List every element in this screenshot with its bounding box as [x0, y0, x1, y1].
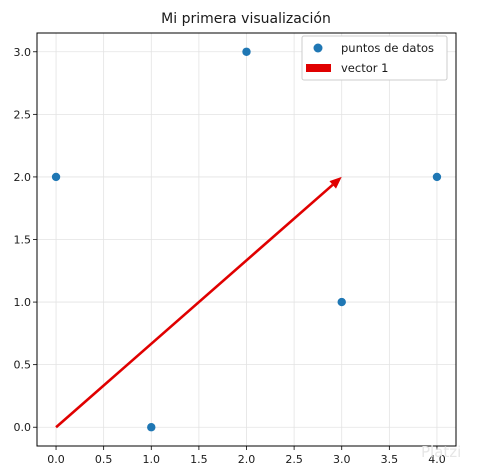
grid-lines: [37, 33, 456, 446]
data-point-0: [51, 172, 61, 182]
y-tick-label-2: 1.0: [14, 296, 32, 309]
x-tick-label-5: 2.5: [285, 453, 303, 466]
watermark-text: Platzi: [421, 443, 461, 461]
legend-marker-scatter: [313, 43, 323, 53]
watermark: Platzi: [421, 443, 461, 461]
legend-label-scatter: puntos de datos: [341, 41, 434, 55]
x-tick-label-7: 3.5: [381, 453, 399, 466]
x-tick-label-6: 3.0: [333, 453, 351, 466]
x-tick-label-0: 0.0: [47, 453, 65, 466]
x-tick-label-3: 1.5: [190, 453, 208, 466]
data-point-1: [147, 423, 156, 432]
axis-ticks: 0.0 0.5 1.0 1.5 2.0 2.5 3.0 3.5 4.0 0.0 0.5 1.0 1.5 2…: [14, 46, 446, 466]
legend-label-vector: vector 1: [341, 61, 388, 75]
y-tick-label-0: 0.0: [14, 421, 32, 434]
y-tick-label-5: 2.5: [14, 108, 32, 121]
data-point-4: [432, 172, 442, 182]
y-tick-label-6: 3.0: [14, 46, 32, 59]
legend-box: [301, 35, 448, 81]
x-tick-label-8: 4.0: [428, 453, 446, 466]
y-tick-label-3: 1.5: [14, 234, 32, 247]
vector-1-head: [329, 176, 342, 189]
data-point-3: [337, 297, 346, 307]
x-tick-label-1: 0.5: [95, 453, 113, 466]
y-tick-label-4: 2.0: [14, 171, 32, 184]
y-tick-label-1: 0.5: [14, 359, 32, 372]
legend: puntos de datos vector 1: [301, 35, 448, 81]
chart-title: Mi primera visualización: [161, 11, 331, 27]
x-tick-label-2: 1.0: [143, 453, 161, 466]
x-tick-label-4: 2.0: [238, 453, 256, 466]
data-point-2: [242, 47, 251, 56]
vector-1-shaft: [55, 183, 334, 429]
data-layer: [51, 47, 442, 432]
legend-marker-vector: [306, 64, 331, 72]
